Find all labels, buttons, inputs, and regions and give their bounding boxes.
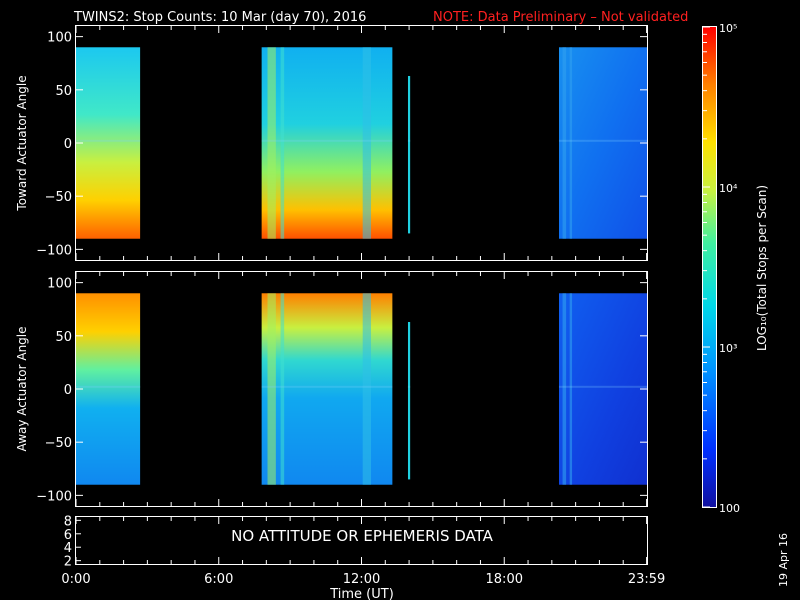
ephem-ytick-label: 4 (64, 541, 72, 556)
xtick-label: 23:59 (628, 572, 665, 587)
ephem-ytick-label: 6 (64, 528, 72, 543)
away-heatmap-data (76, 272, 647, 506)
toward-ylabel: Toward Actuator Angle (15, 75, 29, 211)
toward-panel-frame (75, 25, 648, 261)
away-late-stripe-1 (569, 293, 573, 485)
ephem-ytick-label: 8 (64, 514, 72, 529)
away-ytick-label: −50 (45, 436, 72, 451)
preliminary-note: NOTE: Data Preliminary – Not validated (433, 10, 688, 25)
away-late-stripe-0 (562, 293, 567, 485)
away-ytick-label: 100 (47, 277, 72, 292)
ephem-ytick-label: 2 (64, 555, 72, 570)
no-ephemeris-message: NO ATTITUDE OR EPHEMERIS DATA (231, 527, 494, 545)
away-panel-frame (75, 271, 648, 507)
toward-stripe-1 (280, 47, 285, 239)
away-ytick-label: −100 (36, 489, 72, 504)
toward-ytick-label: −100 (36, 243, 72, 258)
xtick-label: 18:00 (486, 572, 523, 587)
colorbar (703, 27, 716, 507)
away-ylabel: Away Actuator Angle (15, 326, 29, 451)
toward-zero-streak (76, 139, 647, 142)
away-stripe-0 (267, 293, 276, 485)
toward-late-stripe-0 (562, 47, 567, 239)
xtick-label: 6:00 (204, 572, 233, 587)
colorbar-tick-label: 100 (719, 502, 740, 515)
away-zero-streak (76, 385, 647, 388)
toward-ytick-label: 50 (55, 84, 72, 99)
toward-ytick-label: −50 (45, 190, 72, 205)
chart-title: TWINS2: Stop Counts: 10 Mar (day 70), 20… (73, 10, 366, 25)
toward-data-block-0 (76, 47, 141, 239)
toward-heatmap-data (76, 26, 647, 260)
away-data-block-0 (76, 293, 141, 485)
toward-data-gap-1 (392, 26, 408, 260)
away-data-block-2 (407, 321, 411, 480)
colorbar-tick-label: 10⁵ (719, 22, 737, 35)
away-data-block-3 (558, 293, 647, 485)
toward-stripe-0 (267, 47, 276, 239)
x-axis-label: Time (UT) (329, 587, 394, 600)
away-ytick-label: 0 (64, 383, 72, 398)
away-data-gap-1 (392, 272, 408, 506)
date-stamp: 19 Apr 16 (777, 533, 790, 587)
toward-ytick-label: 0 (64, 137, 72, 152)
colorbar-label: LOG₁₀(Total Stops per Scan) (755, 185, 769, 351)
colorbar-ticks: 10⁵ 10⁴ 10³ 100 (703, 22, 740, 515)
toward-stripe-2 (362, 47, 372, 239)
toward-late-stripe-1 (569, 47, 573, 239)
toward-ytick-label: 100 (47, 31, 72, 46)
toward-data-block-3 (558, 47, 647, 239)
ephemeris-panel-frame (75, 516, 648, 565)
xtick-label: 12:00 (343, 572, 380, 587)
toward-data-gap-2 (410, 26, 559, 260)
toward-data-block-2 (407, 75, 411, 234)
colorbar-tick-label: 10³ (719, 342, 737, 355)
away-stripe-1 (280, 293, 285, 485)
colorbar-tick-label: 10⁴ (719, 182, 738, 195)
away-data-gap-0 (140, 272, 262, 506)
toward-data-gap-0 (140, 26, 262, 260)
away-ytick-label: 50 (55, 330, 72, 345)
xtick-label: 0:00 (61, 572, 90, 587)
away-stripe-2 (362, 293, 372, 485)
away-data-gap-2 (410, 272, 559, 506)
